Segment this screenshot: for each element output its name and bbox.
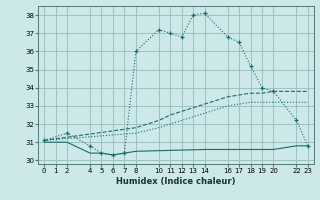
X-axis label: Humidex (Indice chaleur): Humidex (Indice chaleur) <box>116 177 236 186</box>
